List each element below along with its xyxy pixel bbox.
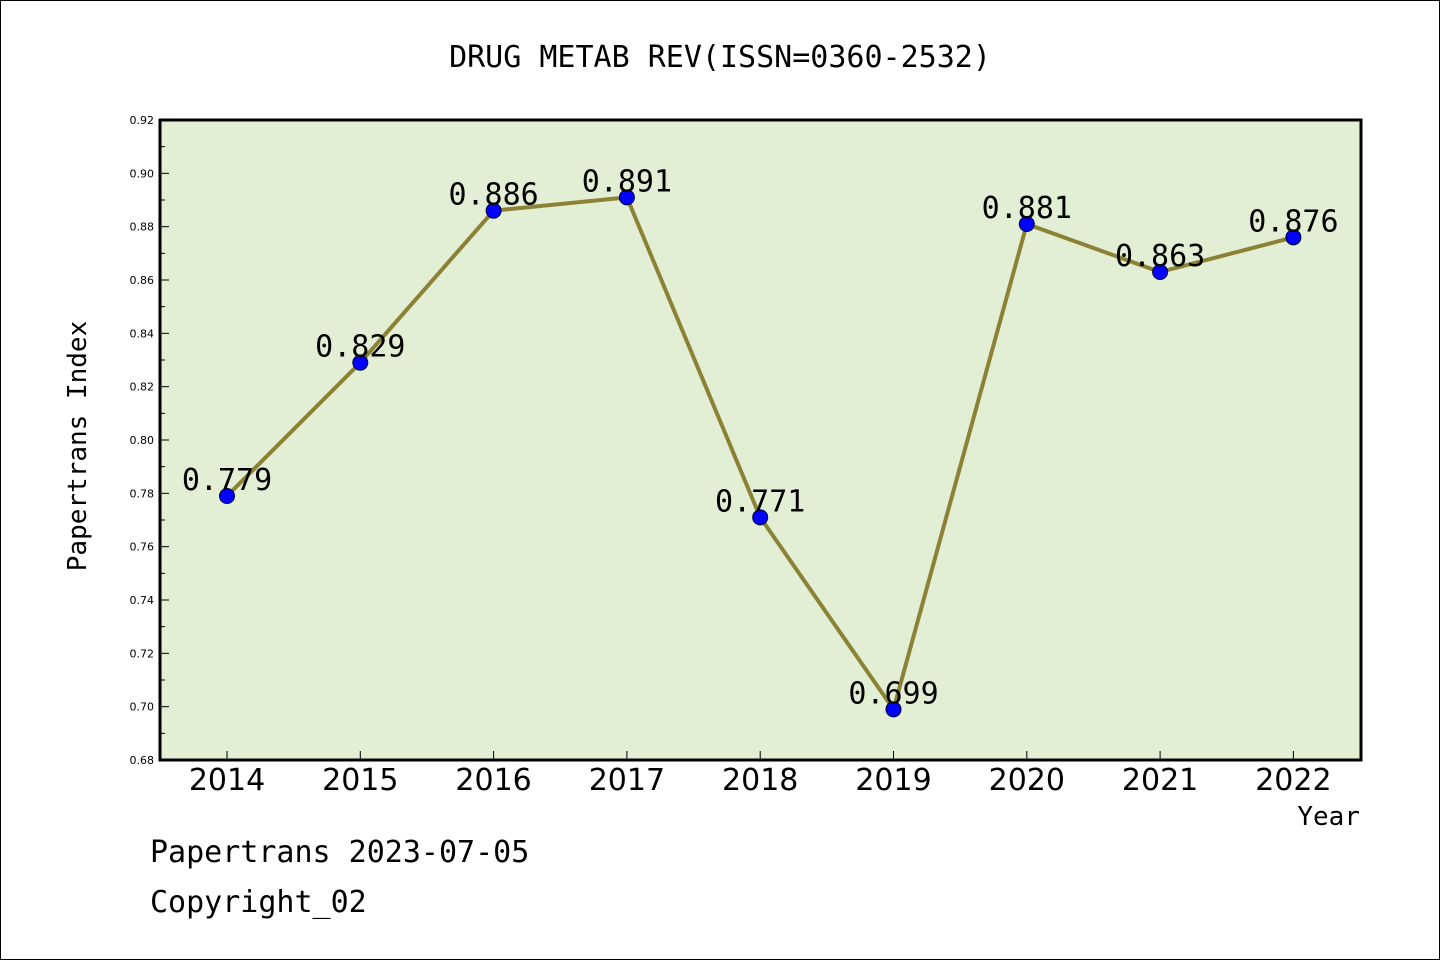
x-axis-label: Year (1297, 802, 1360, 832)
y-axis: 0.68 0.70 0.72 0.74 0.76 0.78 0.80 0.82 0.84 0.86… (130, 114, 169, 767)
x-axis: 2014 2015 2016 2017 2018 2019 2020 2021 2022 (189, 751, 1332, 798)
y-tick-label: 0.92 (130, 114, 155, 127)
footer-date: Papertrans 2023-07-05 (150, 835, 530, 870)
chart-title: DRUG METAB REV(ISSN=0360-2532) (449, 40, 991, 75)
y-tick-label: 0.88 (130, 221, 155, 234)
x-tick-label: 2017 (589, 763, 665, 798)
data-label: 0.876 (1248, 204, 1338, 239)
x-tick-label: 2019 (855, 763, 931, 798)
data-point (352, 354, 369, 371)
y-tick-label: 0.82 (130, 381, 155, 394)
y-tick-label: 0.72 (130, 647, 155, 660)
y-tick-label: 0.86 (130, 274, 155, 287)
footer-copyright: Copyright_02 (150, 885, 367, 920)
data-label: 0.699 (848, 676, 938, 711)
data-label: 0.771 (715, 484, 805, 519)
data-labels-group: 0.779 0.829 0.886 0.891 0.771 0.699 0.881 0.863… (182, 164, 1339, 711)
y-tick-label: 0.84 (130, 327, 155, 340)
x-tick-label: 2015 (322, 763, 398, 798)
data-point (885, 701, 902, 718)
y-tick-label: 0.76 (130, 541, 155, 554)
data-label: 0.863 (1115, 239, 1205, 274)
data-point (618, 189, 635, 206)
x-tick-label: 2022 (1255, 763, 1331, 798)
x-tick-label: 2021 (1122, 763, 1198, 798)
data-label: 0.829 (315, 330, 405, 365)
data-point (219, 488, 235, 504)
x-tick-label: 2014 (189, 763, 265, 798)
plot-area (158, 118, 1363, 762)
data-point (1152, 264, 1169, 280)
data-point (485, 202, 502, 219)
data-label: 0.779 (182, 463, 272, 498)
y-axis-label: Papertrans Index (63, 321, 93, 571)
y-tick-label: 0.68 (130, 754, 155, 767)
y-tick-label: 0.78 (130, 487, 155, 500)
markers-group (219, 189, 1302, 718)
y-tick-label: 0.70 (130, 701, 155, 714)
data-point (1285, 229, 1302, 246)
y-tick-label: 0.80 (130, 434, 155, 447)
data-label: 0.886 (448, 178, 538, 213)
x-tick-label: 2016 (455, 763, 531, 798)
data-label: 0.881 (982, 191, 1072, 226)
data-label: 0.891 (582, 164, 672, 199)
data-point (1018, 216, 1035, 232)
data-point (752, 509, 769, 526)
x-tick-label: 2018 (722, 763, 798, 798)
y-tick-label: 0.90 (130, 167, 155, 180)
x-tick-label: 2020 (989, 763, 1065, 798)
y-tick-label: 0.74 (130, 594, 155, 607)
